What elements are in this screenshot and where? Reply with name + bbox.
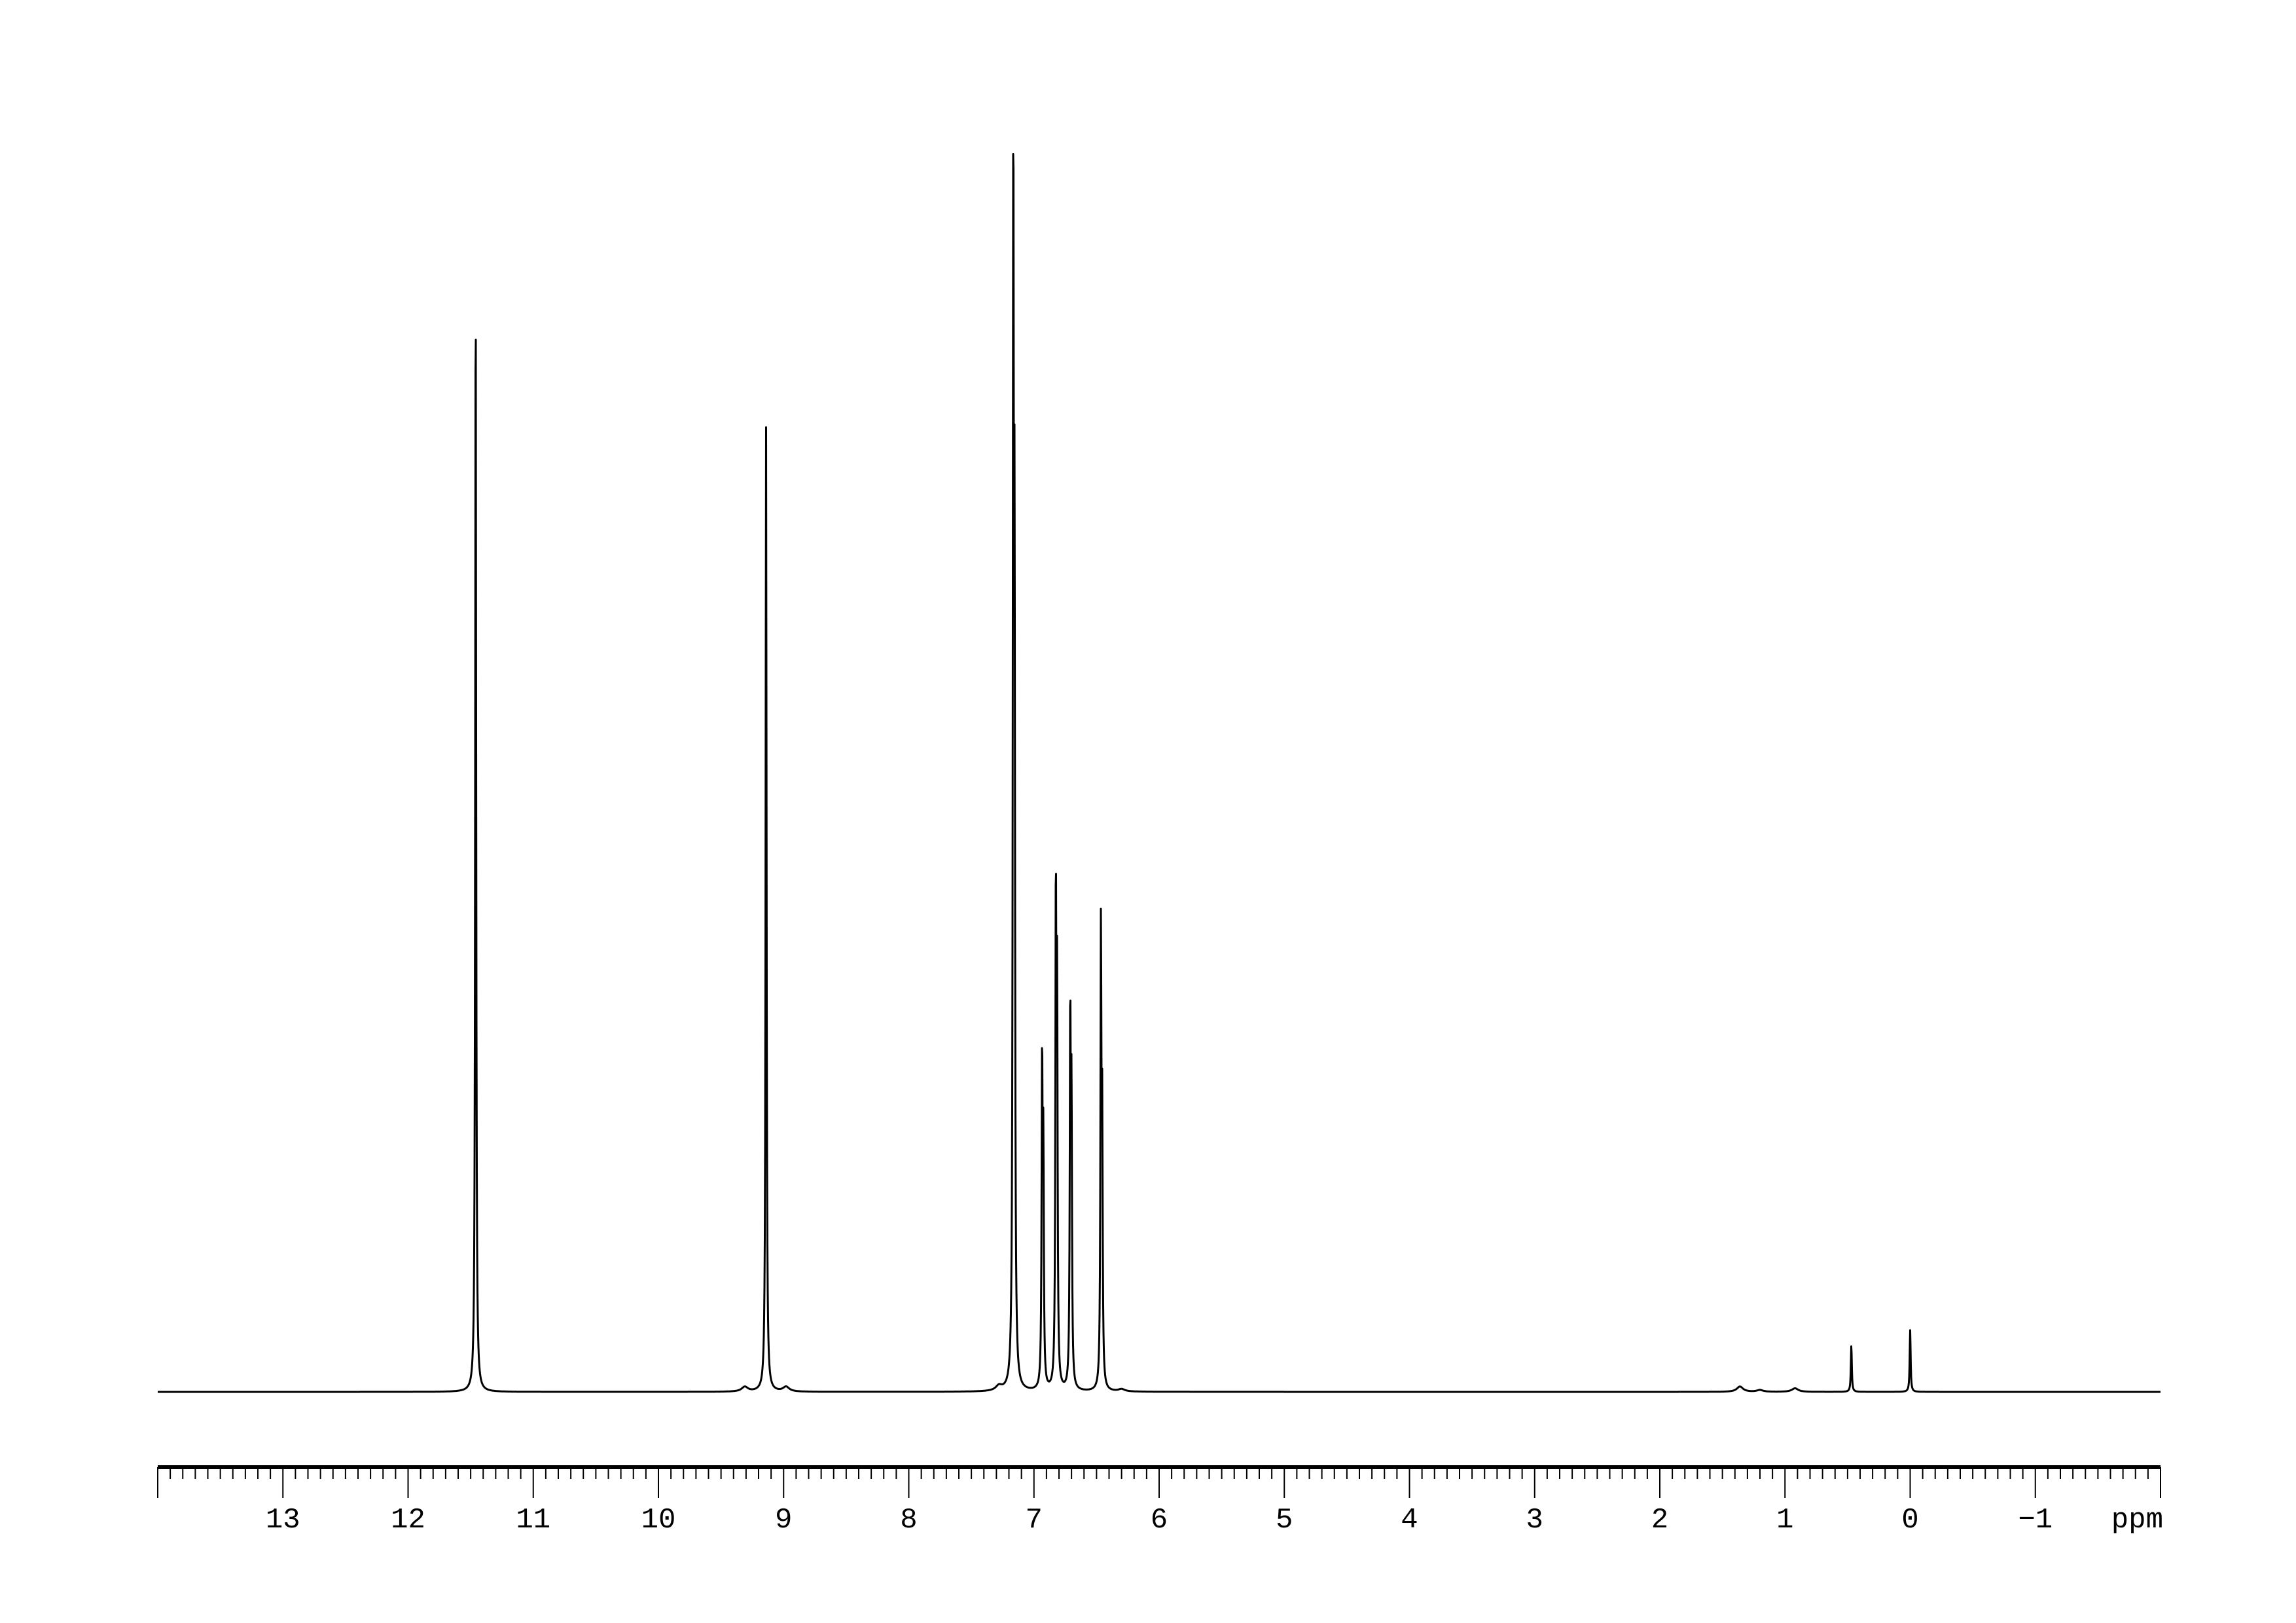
x-tick-label: 8 [900,1504,917,1537]
x-tick-label: 7 [1026,1504,1043,1537]
x-tick-label: 12 [391,1504,425,1537]
x-tick-label: 9 [775,1504,792,1537]
x-axis-unit-label: ppm [2111,1504,2163,1537]
x-axis: 13 12 11 10 9 8 7 6 5 4 3 2 1 0 −1 ppm [157,1465,2163,1537]
x-tick-label: 11 [516,1504,550,1537]
spectrum-line [157,153,2161,1393]
x-tick-label: 5 [1276,1504,1293,1537]
x-tick-label: 6 [1151,1504,1168,1537]
x-tick-label: 0 [1901,1504,1918,1537]
x-tick-label: 13 [266,1504,300,1537]
x-tick-label: −1 [2018,1504,2053,1537]
x-tick-label: 2 [1651,1504,1668,1537]
x-tick-label: 4 [1401,1504,1418,1537]
x-tick-label: 10 [641,1504,676,1537]
x-tick-label: 1 [1776,1504,1793,1537]
x-tick-label: 3 [1526,1504,1543,1537]
